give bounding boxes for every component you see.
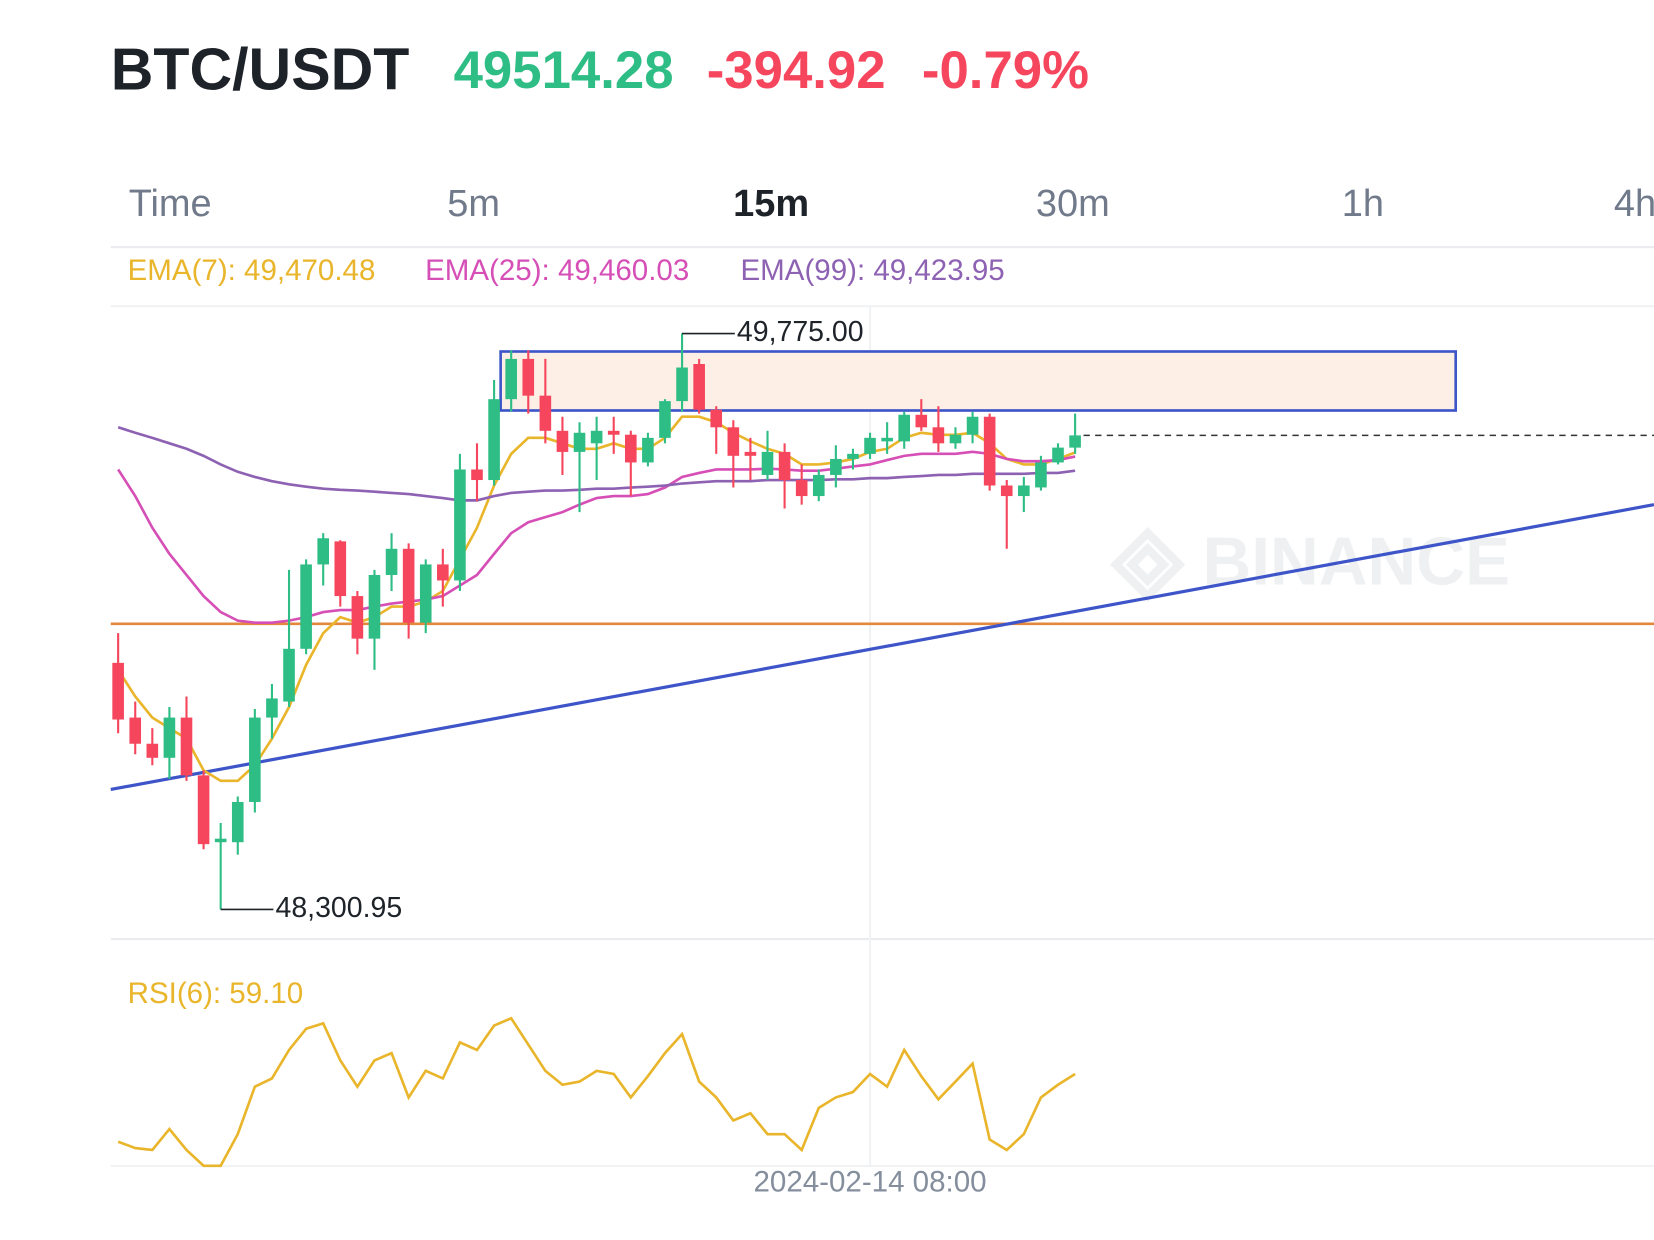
candle-body	[847, 453, 859, 459]
candle-body	[334, 541, 347, 597]
interval-tab[interactable]: 5m	[447, 183, 500, 225]
candle-body	[1018, 485, 1030, 497]
candle-body	[710, 409, 723, 428]
candle-body	[659, 401, 671, 438]
candle-body	[573, 432, 586, 452]
change: -394.92	[707, 41, 886, 100]
candle-body	[351, 596, 364, 639]
candle-body	[966, 416, 979, 435]
candle-body	[488, 399, 500, 481]
low-label: 48,300.95	[276, 892, 403, 924]
candle-body	[300, 564, 312, 649]
trend-line	[110, 503, 1654, 792]
candle-body	[249, 717, 261, 802]
rsi-line	[117, 1016, 1076, 1168]
interval-tabs: Time 5m 15m 30m 1h 4h	[129, 183, 1654, 225]
time-label: 2024-02-14 08:00	[754, 1166, 987, 1199]
candle-body	[197, 775, 210, 845]
candle-body	[112, 662, 124, 720]
candle-body	[1035, 462, 1047, 488]
candle-body	[915, 414, 928, 428]
price: 49514.28	[454, 41, 674, 100]
candle-body	[761, 451, 774, 475]
candle-body	[556, 430, 569, 452]
high-label: 49,775.00	[737, 316, 864, 348]
candle-body	[778, 451, 791, 481]
candle-body	[864, 437, 876, 454]
candle-body	[385, 548, 398, 575]
candle-body	[949, 434, 962, 444]
candle-body	[983, 416, 996, 486]
candle-body	[437, 564, 449, 581]
legend-entry: EMA(25): 49,460.03	[425, 254, 689, 287]
candle-body	[676, 367, 688, 402]
candle-body	[590, 430, 603, 444]
candle-body	[505, 358, 517, 400]
candle-body	[898, 414, 911, 442]
legend-entry: EMA(7): 49,470.48	[128, 254, 376, 287]
candle-body	[693, 364, 705, 410]
candle-body	[881, 437, 893, 442]
candle-body	[163, 717, 176, 758]
candle-body	[812, 474, 825, 497]
resistance-zone	[499, 350, 1458, 412]
candle-body	[180, 717, 193, 776]
candle-body	[830, 458, 842, 475]
legend-entry: EMA(99): 49,423.95	[741, 254, 1005, 287]
candle-body	[214, 838, 227, 843]
candle-body	[266, 698, 278, 718]
symbol: BTC/USDT	[111, 37, 410, 103]
candle-body	[1052, 447, 1064, 463]
candle-body	[624, 434, 637, 463]
candle-body	[419, 564, 432, 623]
ema-line	[117, 450, 1076, 624]
candle-body	[932, 427, 945, 444]
candle-body	[744, 451, 757, 456]
candle-body	[231, 801, 244, 843]
interval-tab[interactable]: 15m	[733, 183, 809, 225]
interval-tab[interactable]: Time	[129, 183, 212, 225]
candle-body	[402, 548, 415, 623]
candle-body	[607, 430, 620, 435]
candle-body	[1069, 435, 1081, 448]
candle-body	[727, 427, 740, 456]
candle-body	[368, 574, 381, 639]
candle-body	[146, 743, 159, 758]
watermark-logo	[1110, 527, 1186, 603]
candle-body	[795, 480, 808, 497]
candle-body	[283, 648, 295, 702]
candle-body	[454, 469, 466, 581]
watermark: BINANCE	[1203, 525, 1511, 600]
ema-line	[117, 426, 1076, 502]
change-percent: -0.79%	[922, 41, 1089, 100]
rsi-label: RSI(6): 59.10	[128, 977, 304, 1010]
candle-body	[642, 437, 654, 463]
candle-body	[522, 358, 535, 396]
candle-body	[471, 469, 483, 481]
interval-tab[interactable]: 4h	[1614, 183, 1654, 225]
candle-body	[1000, 485, 1013, 497]
interval-tab[interactable]: 1h	[1342, 183, 1384, 225]
interval-tab[interactable]: 30m	[1036, 183, 1110, 225]
candle-body	[539, 395, 552, 431]
candle-body	[129, 717, 142, 744]
candle-body	[317, 538, 330, 565]
